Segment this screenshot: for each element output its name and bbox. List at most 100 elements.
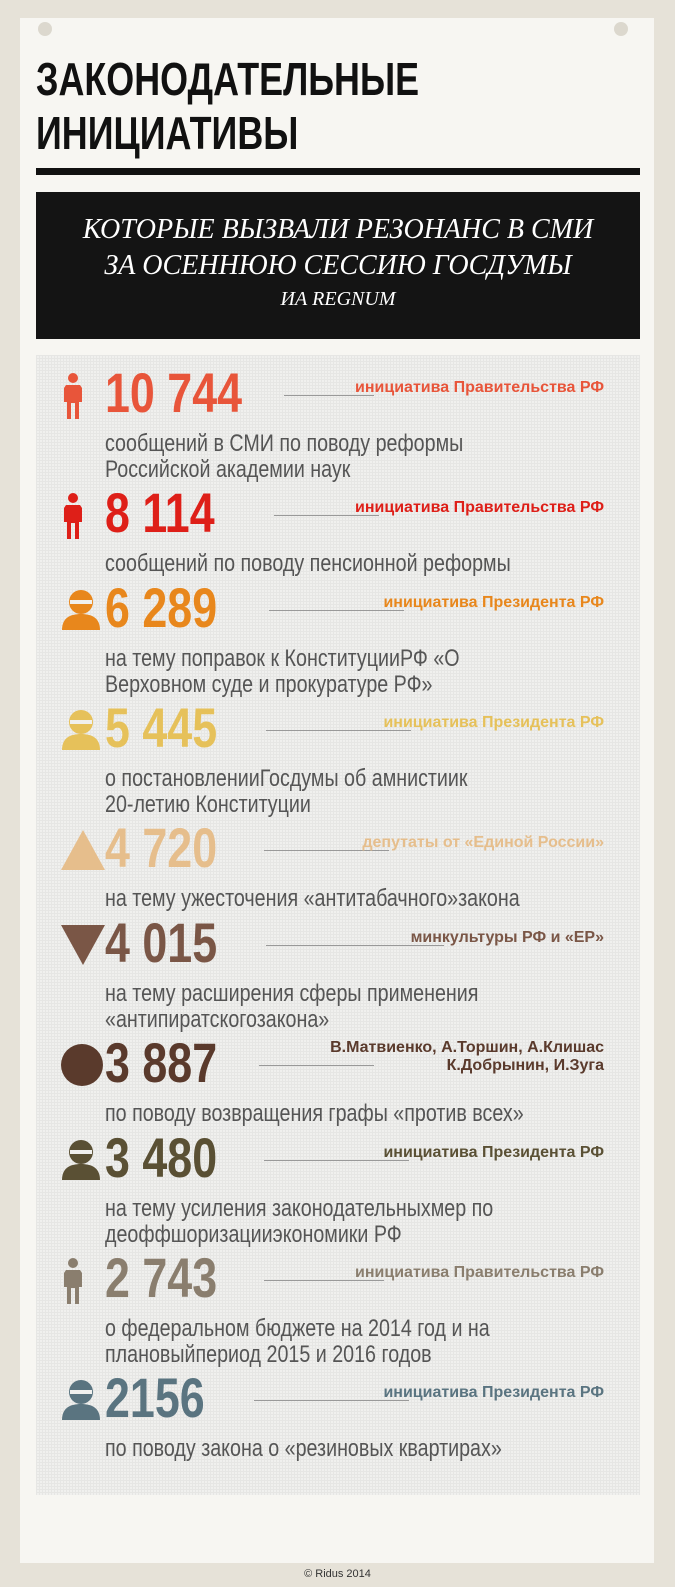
description-line: по поводу возвращения графы «против всех…: [105, 1100, 524, 1127]
initiative-item: 6 289 инициатива Президента РФ на тему поп…: [36, 576, 640, 700]
initiator-label: депутаты от «Единой России»: [362, 834, 604, 851]
description-line: Верховном суде и прокуратуре РФ»: [105, 671, 433, 698]
person-icon: [60, 493, 86, 544]
triangle-down-icon: [60, 923, 106, 970]
item-header: 10 744 инициатива Правительства РФ: [64, 361, 640, 425]
connector-line: [254, 1400, 409, 1401]
item-header: 8 114 инициатива Правительства РФ: [64, 481, 640, 545]
initiator-line: В.Матвиенко, А.Торшин, А.Клишас: [330, 1039, 604, 1056]
item-description: на тему усиления законодательныхмер по де…: [105, 1190, 544, 1248]
source: ИА REGNUM: [280, 288, 396, 310]
item-header: 4 015 минкультуры РФ и «ЕР»: [61, 911, 640, 975]
mention-count: 4 015: [105, 911, 218, 974]
initiator-label: В.Матвиенко, А.Торшин, А.Клишас К.Добрыни…: [330, 1039, 604, 1075]
mention-count: 3 480: [105, 1126, 218, 1189]
item-description: на тему расширения сферы применения «анти…: [105, 975, 544, 1033]
title-line: ЗАКОНОДАТЕЛЬНЫЕ: [36, 53, 420, 105]
item-header: 3 887 В.Матвиенко, А.Торшин, А.Клишас К.До…: [61, 1031, 640, 1095]
initiator-label: инициатива Правительства РФ: [355, 1264, 604, 1281]
mention-count: 6 289: [105, 576, 218, 639]
connector-line: [264, 1160, 409, 1161]
page-title: ЗАКОНОДАТЕЛЬНЫЕ ИНИЦИАТИВЫ: [36, 52, 419, 160]
initiative-item: 3 887 В.Матвиенко, А.Торшин, А.Клишас К.До…: [36, 1031, 640, 1130]
decor-dot: [614, 22, 628, 36]
item-description: сообщений в СМИ по поводу реформы Российс…: [105, 425, 544, 483]
connector-line: [284, 395, 374, 396]
copyright: © Ridus 2014: [304, 1568, 371, 1580]
mention-count: 2156: [105, 1366, 205, 1429]
item-header: 2 743 инициатива Правительства РФ: [64, 1246, 640, 1310]
description-line: на тему поправок к КонституцииРФ «О: [105, 645, 460, 672]
subtitle-line: КОТОРЫЕ ВЫЗВАЛИ РЕЗОНАНС В СМИ: [82, 214, 594, 245]
president-icon: [60, 588, 102, 635]
connector-line: [269, 610, 404, 611]
initiator-label: инициатива Правительства РФ: [355, 379, 604, 396]
description-line: на тему усиления законодательныхмер по: [105, 1195, 494, 1222]
initiative-item: 3 480 инициатива Президента РФ на тему уси…: [36, 1126, 640, 1250]
president-icon: [60, 1138, 102, 1185]
description-line: на тему ужесточения «антитабачного»закон…: [105, 885, 520, 912]
initiative-item: 2 743 инициатива Правительства РФ о федера…: [36, 1246, 640, 1370]
connector-line: [264, 850, 389, 851]
mention-count: 3 887: [105, 1031, 218, 1094]
initiative-item: 2156 инициатива Президента РФ по поводу за…: [36, 1366, 640, 1465]
initiative-item: 5 445 инициатива Президента РФ о постановл…: [36, 696, 640, 820]
decor-dot: [38, 22, 52, 36]
title-line: ИНИЦИАТИВЫ: [36, 107, 299, 159]
description-line: Российской академии наук: [105, 456, 351, 483]
description-line: по поводу закона о «резиновых квартирах»: [105, 1435, 502, 1462]
description-line: деоффшоризацииэкономики РФ: [105, 1221, 402, 1248]
initiative-item: 4 720 депутаты от «Единой России» на тему …: [36, 816, 640, 915]
mention-count: 5 445: [105, 696, 218, 759]
item-header: 2156 инициатива Президента РФ: [62, 1366, 640, 1430]
initiative-item: 4 015 минкультуры РФ и «ЕР» на тему расшир…: [36, 911, 640, 1035]
description-line: на тему расширения сферы применения: [105, 980, 479, 1007]
mention-count: 10 744: [105, 361, 243, 424]
circle-icon: [60, 1043, 104, 1092]
initiator-line: К.Добрынин, И.Зуга: [446, 1057, 604, 1074]
item-description: на тему поправок к КонституцииРФ «О Верхо…: [105, 640, 544, 698]
subtitle-box: КОТОРЫЕ ВЫЗВАЛИ РЕЗОНАНС В СМИ ЗА ОСЕННЮ…: [36, 192, 640, 339]
item-description: о постановленииГосдумы об амнистиик 20-ле…: [105, 760, 544, 818]
triangle-up-icon: [60, 828, 106, 875]
person-icon: [60, 373, 86, 424]
initiatives-list: 10 744 инициатива Правительства РФ сообщен…: [36, 355, 640, 1495]
person-icon: [60, 1258, 86, 1309]
initiator-label: инициатива Президента РФ: [383, 714, 604, 731]
initiator-label: инициатива Президента РФ: [383, 1144, 604, 1161]
item-description: на тему ужесточения «антитабачного»закон…: [105, 880, 544, 912]
item-description: по поводу возвращения графы «против всех…: [105, 1095, 544, 1127]
connector-line: [266, 730, 411, 731]
initiator-label: инициатива Президента РФ: [383, 1384, 604, 1401]
description-line: сообщений по поводу пенсионной реформы: [105, 550, 511, 577]
item-header: 3 480 инициатива Президента РФ: [62, 1126, 640, 1190]
initiative-item: 10 744 инициатива Правительства РФ сообщен…: [36, 361, 640, 485]
description-line: «антипиратскогозакона»: [105, 1006, 330, 1033]
connector-line: [266, 945, 444, 946]
item-description: по поводу закона о «резиновых квартирах»: [105, 1430, 544, 1462]
mention-count: 2 743: [105, 1246, 218, 1309]
description-line: плановыйпериод 2015 и 2016 годов: [105, 1341, 432, 1368]
initiator-label: инициатива Президента РФ: [383, 594, 604, 611]
item-description: о федеральном бюджете на 2014 год и на пл…: [105, 1310, 544, 1368]
divider: [36, 168, 640, 175]
item-description: сообщений по поводу пенсионной реформы: [105, 545, 544, 577]
item-header: 6 289 инициатива Президента РФ: [62, 576, 640, 640]
connector-line: [259, 1065, 374, 1066]
initiator-label: минкультуры РФ и «ЕР»: [410, 929, 604, 946]
description-line: сообщений в СМИ по поводу реформы: [105, 430, 464, 457]
initiative-item: 8 114 инициатива Правительства РФ сообщени…: [36, 481, 640, 580]
description-line: о постановленииГосдумы об амнистиик: [105, 765, 468, 792]
president-icon: [60, 1378, 102, 1425]
description-line: о федеральном бюджете на 2014 год и на: [105, 1315, 490, 1342]
initiator-label: инициатива Правительства РФ: [355, 499, 604, 516]
mention-count: 4 720: [105, 816, 218, 879]
subtitle-line: ЗА ОСЕННЮЮ СЕССИЮ ГОСДУМЫ: [104, 250, 572, 281]
item-header: 4 720 депутаты от «Единой России»: [61, 816, 640, 880]
connector-line: [274, 515, 379, 516]
description-line: 20-летию Конституции: [105, 791, 311, 818]
president-icon: [60, 708, 102, 755]
item-header: 5 445 инициатива Президента РФ: [62, 696, 640, 760]
connector-line: [264, 1280, 384, 1281]
mention-count: 8 114: [105, 481, 215, 544]
